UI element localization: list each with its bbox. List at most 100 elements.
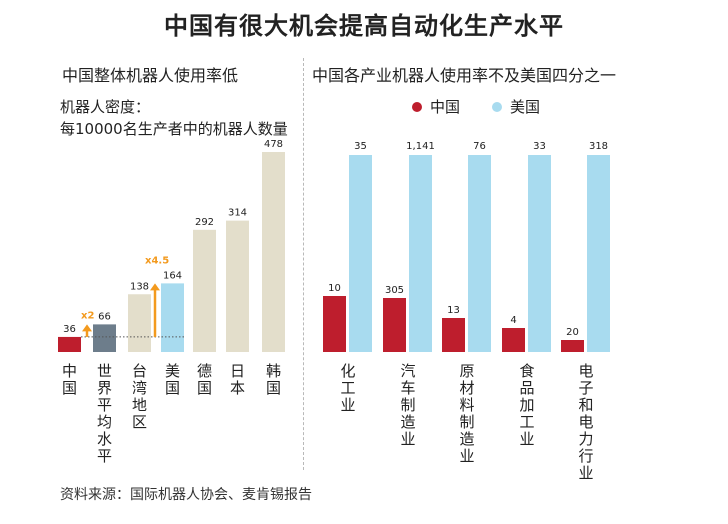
svg-text:汽: 汽 [400, 362, 415, 380]
bar-china-化工业 [323, 296, 346, 352]
value-label-美国: 164 [163, 270, 182, 281]
bar-china-电子和电力行业 [561, 340, 584, 352]
legend-usa-swatch [492, 101, 502, 112]
bar-美国 [161, 283, 184, 352]
svg-text:世: 世 [97, 362, 112, 380]
svg-text:食: 食 [519, 362, 534, 380]
bar-usa-食品加工业 [528, 155, 551, 352]
legend-usa: 美国 [492, 96, 540, 117]
value-label-usa-化工业: 35 [354, 141, 367, 152]
value-label-china-电子和电力行业: 20 [566, 327, 579, 338]
svg-text:国: 国 [62, 379, 77, 397]
value-label-德国: 292 [195, 217, 214, 228]
bar-韩国 [262, 152, 285, 352]
svg-text:业: 业 [459, 447, 474, 465]
section-divider [303, 58, 304, 470]
bar-usa-汽车制造业 [409, 155, 432, 352]
bar-china-食品加工业 [502, 328, 525, 352]
bar-世界平均水平 [93, 324, 116, 352]
source-note: 资料来源：国际机器人协会、麦肯锡报告 [60, 487, 312, 503]
category-label-日本: 日本 [230, 362, 245, 397]
bar-中国 [58, 336, 81, 352]
svg-text:力: 力 [578, 430, 593, 448]
svg-text:制: 制 [459, 413, 474, 431]
value-label-usa-原材料制造业: 76 [473, 141, 486, 152]
legend-china-swatch [412, 101, 422, 112]
value-label-china-食品加工业: 4 [510, 315, 516, 326]
bar-usa-化工业 [349, 155, 372, 352]
value-label-日本: 314 [228, 208, 247, 219]
svg-text:国: 国 [266, 379, 281, 397]
svg-text:制: 制 [400, 396, 415, 414]
svg-text:业: 业 [578, 464, 593, 482]
value-label-china-化工业: 10 [328, 283, 341, 294]
bar-usa-原材料制造业 [468, 155, 491, 352]
value-label-usa-食品加工业: 33 [533, 141, 546, 152]
legend-usa-label: 美国 [510, 98, 541, 116]
svg-text:工: 工 [519, 413, 534, 431]
svg-text:德: 德 [197, 362, 212, 380]
category-label-中国: 中国 [62, 362, 77, 397]
category-label-化工业: 化工业 [340, 362, 355, 414]
value-label-china-汽车制造业: 305 [385, 285, 404, 296]
arrow-x2-head [82, 324, 92, 332]
svg-text:业: 业 [519, 430, 534, 448]
annotation-x2: x2 [81, 310, 94, 321]
right-chart-subtitle: 中国各产业机器人使用率不及美国四分之一 [312, 66, 617, 85]
value-label-韩国: 478 [264, 139, 283, 150]
svg-text:水: 水 [97, 430, 112, 448]
bar-日本 [226, 220, 249, 352]
category-label-韩国: 韩国 [266, 362, 281, 397]
svg-text:电: 电 [578, 413, 593, 431]
category-label-美国: 美国 [165, 362, 180, 397]
bar-china-原材料制造业 [442, 318, 465, 352]
svg-text:日: 日 [230, 362, 245, 380]
value-label-usa-汽车制造业: 1,141 [406, 141, 435, 152]
svg-text:电: 电 [578, 362, 593, 380]
chart-title: 中国有很大机会提高自动化生产水平 [164, 12, 564, 40]
legend-china-label: 中国 [430, 98, 461, 116]
bar-china-汽车制造业 [383, 298, 406, 352]
svg-text:和: 和 [578, 396, 593, 414]
svg-text:加: 加 [519, 396, 534, 414]
left-chart-subtitle: 中国整体机器人使用率低 [62, 66, 239, 85]
svg-text:美: 美 [165, 362, 180, 380]
svg-text:车: 车 [400, 379, 415, 397]
value-label-世界平均水平: 66 [98, 311, 111, 322]
svg-text:本: 本 [230, 379, 245, 397]
arrow-x4-5-head [150, 283, 160, 291]
value-label-china-原材料制造业: 13 [447, 305, 460, 316]
bar-台湾地区 [128, 294, 151, 352]
svg-text:子: 子 [578, 379, 593, 397]
svg-text:国: 国 [165, 379, 180, 397]
svg-text:料: 料 [459, 396, 474, 414]
svg-text:均: 均 [97, 413, 112, 431]
value-label-usa-电子和电力行业: 318 [589, 141, 608, 152]
svg-text:台: 台 [132, 362, 147, 380]
svg-text:湾: 湾 [132, 379, 147, 397]
svg-text:韩: 韩 [266, 362, 281, 380]
svg-text:造: 造 [400, 413, 415, 431]
value-label-台湾地区: 138 [130, 281, 149, 292]
svg-text:界: 界 [97, 379, 112, 397]
svg-text:行: 行 [578, 447, 593, 465]
svg-text:国: 国 [197, 379, 212, 397]
svg-text:平: 平 [97, 447, 112, 465]
svg-text:工: 工 [340, 379, 355, 397]
svg-text:区: 区 [132, 413, 147, 431]
category-label-德国: 德国 [197, 362, 212, 397]
svg-text:中: 中 [62, 362, 77, 380]
annotation-x4-5: x4.5 [145, 255, 169, 266]
svg-text:业: 业 [400, 430, 415, 448]
svg-text:造: 造 [459, 430, 474, 448]
bar-usa-电子和电力行业 [587, 155, 610, 352]
svg-text:平: 平 [97, 396, 112, 414]
svg-text:化: 化 [340, 362, 355, 380]
